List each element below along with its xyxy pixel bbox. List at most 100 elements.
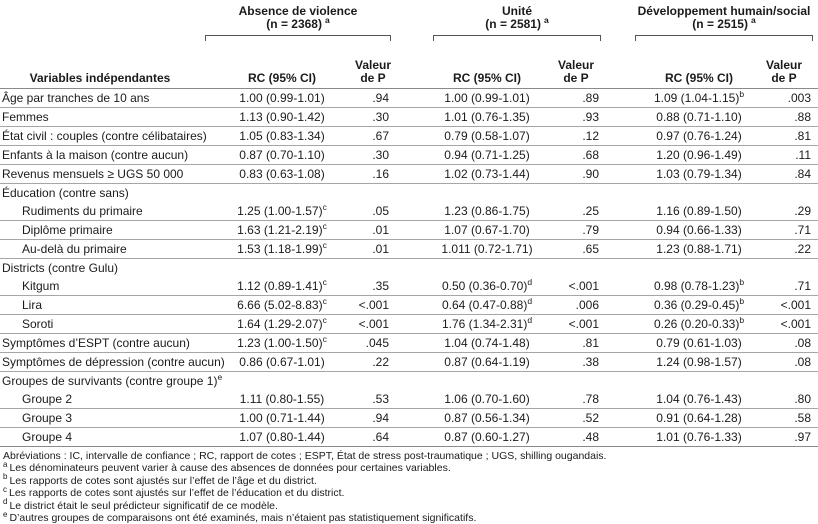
column-group-bracket <box>433 35 601 41</box>
rc-cell: 1.04 (0.76-1.43) <box>630 390 750 409</box>
group-label-row: Éducation (contre sans) <box>0 184 818 203</box>
footnote-marker-c: c <box>322 240 327 250</box>
footnote-marker-d: d <box>527 315 533 325</box>
row-label: Rudiments du primaire <box>0 202 200 221</box>
table-row: Symptômes de dépression (contre aucun) 0.… <box>0 352 818 372</box>
column-gap <box>396 277 428 296</box>
column-gap <box>396 295 428 315</box>
footnote-marker-b: b <box>739 296 745 306</box>
column-gap <box>396 107 428 127</box>
rc-cell: 0.87 (0.60-1.27) <box>428 427 546 447</box>
column-gap <box>606 239 630 259</box>
column-gap <box>606 164 630 184</box>
rc-cell: 1.23 (0.88-1.71) <box>630 239 750 259</box>
group-label-row: Districts (contre Gulu) <box>0 259 818 278</box>
p-value-cell: .045 <box>350 333 396 353</box>
rc-cell: 1.02 (0.73-1.44) <box>428 164 546 184</box>
p-value-cell: .11 <box>750 145 818 165</box>
footnote-e: e D’autres groupes de comparaisons ont ét… <box>3 509 477 524</box>
p-value-cell: .01 <box>350 220 396 240</box>
regression-table: Absence de violence (n = 2368) a Unité (n… <box>0 0 818 447</box>
footnote-marker-c: c <box>322 277 327 287</box>
rc-column-header: RC (95% CI) <box>200 51 350 89</box>
p-value-cell: .64 <box>350 427 396 447</box>
rc-cell: 1.00 (0.99-1.01) <box>428 88 546 108</box>
table-row: Diplôme primaire 1.63 (1.21-2.19)c .01 1.07… <box>0 220 818 240</box>
rc-cell: 1.63 (1.21-2.19)c <box>200 220 350 240</box>
column-gap <box>396 352 428 372</box>
p-column-header: Valeur de P <box>750 51 818 89</box>
column-gap <box>606 202 630 221</box>
group-n: (n = 2515) a <box>692 15 756 31</box>
rc-cell: 1.20 (0.96-1.49) <box>630 145 750 165</box>
rc-cell: 0.94 (0.66-1.33) <box>630 220 750 240</box>
row-label: État civil : couples (contre célibataire… <box>0 126 207 146</box>
table-row: Soroti 1.64 (1.29-2.07)c <.001 1.76 (1.34-2… <box>0 314 818 334</box>
row-label: Groupe 2 <box>0 390 200 409</box>
p-value-cell: <.001 <box>350 295 396 315</box>
rc-cell: 1.24 (0.98-1.57) <box>630 352 750 372</box>
rc-cell: 1.53 (1.18-1.99)c <box>200 239 350 259</box>
row-label: Diplôme primaire <box>0 220 200 240</box>
table-row: Enfants à la maison (contre aucun) 0.87 (… <box>0 145 818 165</box>
row-label: Groupe 4 <box>0 427 200 447</box>
column-gap <box>606 51 630 89</box>
p-value-cell: .88 <box>750 107 818 127</box>
footnote-marker-d: d <box>3 497 8 507</box>
rc-cell: 1.00 (0.99-1.01) <box>200 88 350 108</box>
table-row: Femmes 1.13 (0.90-1.42) .30 1.01 (0.76-1.35… <box>0 107 818 127</box>
rc-cell: 0.91 (0.64-1.28) <box>630 408 750 428</box>
row-label: Enfants à la maison (contre aucun) <box>0 145 200 165</box>
p-value-cell: .003 <box>750 88 818 108</box>
rc-cell: 1.06 (0.70-1.60) <box>428 390 546 409</box>
rc-cell: 1.09 (1.04-1.15)b <box>630 88 750 108</box>
group-title: Absence de violence <box>238 4 358 18</box>
footnote-marker-c: c <box>322 221 327 231</box>
column-gap <box>396 220 428 240</box>
table-row: Groupe 2 1.11 (0.80-1.55) .53 1.06 (0.70-1.… <box>0 390 818 409</box>
column-gap <box>396 333 428 353</box>
column-gap <box>396 51 428 89</box>
rc-cell: 1.07 (0.80-1.44) <box>200 427 350 447</box>
column-gap <box>606 295 630 315</box>
rc-cell: 1.05 (0.83-1.34) <box>200 126 350 146</box>
table-row: Rudiments du primaire 1.25 (1.00-1.57)c .0… <box>0 202 818 221</box>
rc-cell: 0.98 (0.78-1.23)b <box>630 277 750 296</box>
row-label: Districts (contre Gulu) <box>2 261 119 275</box>
rc-cell: 1.25 (1.00-1.57)c <box>200 202 350 221</box>
table-row: État civil : couples (contre célibataire… <box>0 126 818 146</box>
group-title: Développement humain/social <box>637 4 811 18</box>
rc-cell: 0.87 (0.64-1.19) <box>428 352 546 372</box>
p-value-cell: .30 <box>350 145 396 165</box>
footnote-marker-d: d <box>527 277 533 287</box>
column-gap <box>606 0 630 51</box>
table-row: Lira 6.66 (5.02-8.83)c <.001 0.64 (0.47-0.8… <box>0 295 818 315</box>
rc-cell: 0.26 (0.20-0.33)b <box>630 314 750 334</box>
footnote-marker-a: a <box>543 15 549 25</box>
column-gap <box>606 352 630 372</box>
footnote-marker-c: c <box>322 315 327 325</box>
p-value-cell: .81 <box>546 333 606 353</box>
row-label: Kitgum <box>0 277 200 296</box>
p-value-cell: .93 <box>546 107 606 127</box>
column-gap <box>396 0 428 51</box>
footnotes: Abréviations : IC, intervalle de confian… <box>0 450 818 524</box>
p-value-cell: .94 <box>350 408 396 428</box>
group-n: (n = 2368) a <box>266 15 330 31</box>
column-gap <box>396 164 428 184</box>
row-label: Âge par tranches de 10 ans <box>0 88 200 108</box>
row-label: Revenus mensuels ≥ UGS 50 000 <box>0 164 200 184</box>
rc-cell: 1.011 (0.72-1.71) <box>428 239 546 259</box>
row-label: Groupe 3 <box>0 408 200 428</box>
p-value-cell: <.001 <box>546 277 606 296</box>
p-value-cell: .22 <box>350 352 396 372</box>
rc-cell: 1.12 (0.89-1.41)c <box>200 277 350 296</box>
table-row: Groupe 3 1.00 (0.71-1.44) .94 0.87 (0.56-1.… <box>0 408 818 428</box>
p-value-cell: .05 <box>350 202 396 221</box>
p-value-cell: .53 <box>350 390 396 409</box>
rc-cell: 0.86 (0.67-1.01) <box>200 352 350 372</box>
footnote-marker-e: e <box>217 372 223 382</box>
row-label: Éducation (contre sans) <box>2 186 129 200</box>
footnote-marker-e: e <box>3 509 8 519</box>
